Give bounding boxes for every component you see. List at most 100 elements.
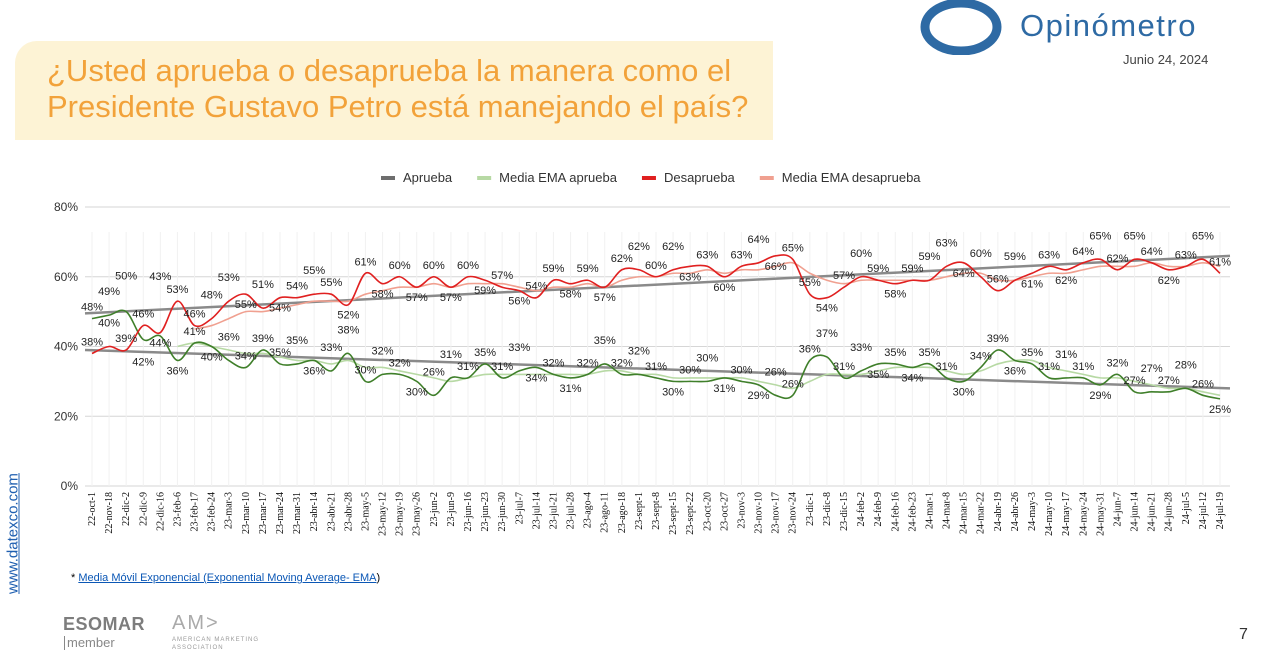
data-label: 60% <box>645 260 667 272</box>
data-label: 54% <box>816 303 838 315</box>
data-label: 62% <box>1055 275 1077 287</box>
data-label: 53% <box>218 272 240 284</box>
data-label: 58% <box>560 289 582 301</box>
data-label: 32% <box>389 357 411 369</box>
data-label: 58% <box>884 289 906 301</box>
data-label: 30% <box>953 386 975 398</box>
data-label: 32% <box>542 357 564 369</box>
data-label: 41% <box>184 326 206 338</box>
x-tick-label: 23-ago-11 <box>600 492 611 533</box>
data-label: 57% <box>594 292 616 304</box>
data-label: 52% <box>337 310 359 322</box>
data-label: 57% <box>406 292 428 304</box>
report-date: Junio 24, 2024 <box>1123 52 1209 67</box>
x-tick-label: 23-dic-15 <box>839 492 850 531</box>
data-label: 35% <box>1021 347 1043 359</box>
x-tick-label: 23-sept-22 <box>685 492 696 535</box>
x-tick-label: 24-may-17 <box>1061 492 1072 536</box>
data-label: 31% <box>491 361 513 373</box>
data-label: 31% <box>440 349 462 361</box>
data-label: 56% <box>508 296 530 308</box>
data-label: 26% <box>1192 378 1214 390</box>
data-label: 63% <box>730 249 752 261</box>
x-tick-label: 23-abr-14 <box>309 492 320 531</box>
data-label: 36% <box>166 365 188 377</box>
data-label: 61% <box>1209 256 1231 268</box>
data-label: 64% <box>1141 246 1163 258</box>
data-label: 54% <box>525 281 547 293</box>
data-label: 36% <box>303 365 325 377</box>
data-label: 64% <box>1072 246 1094 258</box>
data-label: 38% <box>337 324 359 336</box>
data-label: 34% <box>235 350 257 362</box>
title-line-2: Presidente Gustavo Petro está manejando … <box>47 89 749 124</box>
data-label: 63% <box>1175 249 1197 261</box>
legend-label: Media EMA aprueba <box>499 170 618 185</box>
x-tick-label: 24-feb-23 <box>907 492 918 531</box>
footnote-tail: ) <box>376 572 381 584</box>
data-label: 25% <box>1209 404 1231 416</box>
data-label: 63% <box>1038 249 1060 261</box>
legend-label: Aprueba <box>403 170 453 185</box>
data-label: 59% <box>577 263 599 275</box>
data-label: 57% <box>833 270 855 282</box>
data-label: 33% <box>320 342 342 354</box>
data-label: 59% <box>542 263 564 275</box>
data-label: 27% <box>1141 363 1163 375</box>
data-label: 37% <box>816 328 838 340</box>
x-tick-label: 23-nov-17 <box>771 492 782 534</box>
data-label: 46% <box>184 309 206 321</box>
footnote: * Media Móvil Exponencial (Exponential M… <box>71 572 380 585</box>
y-tick-label: 0% <box>61 479 79 493</box>
esomar-member-label: member <box>64 636 115 650</box>
data-label: 32% <box>611 357 633 369</box>
opinometro-logo-icon <box>920 0 1002 55</box>
data-label: 48% <box>201 290 223 302</box>
x-tick-label: 23-jul-14 <box>531 492 542 529</box>
x-tick-label: 24-feb-2 <box>856 492 867 526</box>
x-tick-label: 24-may-3 <box>1027 492 1038 531</box>
y-tick-label: 60% <box>54 270 78 284</box>
data-label: 31% <box>713 383 735 395</box>
data-label: 31% <box>1072 361 1094 373</box>
data-label: 30% <box>354 364 376 376</box>
x-tick-label: 24-mar-22 <box>976 492 987 534</box>
data-label: 30% <box>662 386 684 398</box>
data-label: 53% <box>166 284 188 296</box>
x-tick-label: 24-jun-7 <box>1112 492 1123 526</box>
data-label: 63% <box>696 249 718 261</box>
x-tick-label: 23-may-5 <box>360 492 371 531</box>
x-tick-label: 22-dic-16 <box>155 492 166 531</box>
data-label: 59% <box>474 285 496 297</box>
legend-label: Desaprueba <box>664 170 736 185</box>
page-title: ¿Usted aprueba o desaprueba la manera co… <box>47 53 748 125</box>
x-tick-label: 23-feb-24 <box>207 492 218 531</box>
data-label: 60% <box>389 260 411 272</box>
data-label: 54% <box>286 281 308 293</box>
x-tick-label: 23-dic-8 <box>822 492 833 526</box>
data-label: 43% <box>149 271 171 283</box>
data-label: 31% <box>1055 349 1077 361</box>
esomar-logo: ESOMAR <box>63 614 146 634</box>
ema-link[interactable]: Media Móvil Exponencial (Exponential Mov… <box>78 572 377 584</box>
ama-logo-text: AMERICAN MARKETING ASSOCIATION <box>172 637 260 651</box>
data-label: 38% <box>81 336 103 348</box>
x-tick-label: 23-mar-24 <box>275 492 286 534</box>
data-label: 58% <box>372 289 394 301</box>
trend-line <box>84 254 1231 315</box>
data-label: 61% <box>354 256 376 268</box>
data-label: 40% <box>98 318 120 330</box>
data-label: 31% <box>1038 361 1060 373</box>
x-tick-label: 23-jun-23 <box>480 492 491 531</box>
series-line-media-ema-aprueba <box>177 342 1221 397</box>
data-label: 31% <box>936 361 958 373</box>
data-label: 54% <box>269 303 291 315</box>
x-tick-label: 23-jul-7 <box>514 492 525 524</box>
x-tick-label: 23-may-26 <box>412 492 423 536</box>
x-tick-label: 23-ago-18 <box>617 492 628 533</box>
data-label: 55% <box>303 265 325 277</box>
x-tick-label: 23-nov-24 <box>788 492 799 534</box>
data-label: 30% <box>406 386 428 398</box>
data-label: 55% <box>320 277 342 289</box>
data-label: 59% <box>901 263 923 275</box>
